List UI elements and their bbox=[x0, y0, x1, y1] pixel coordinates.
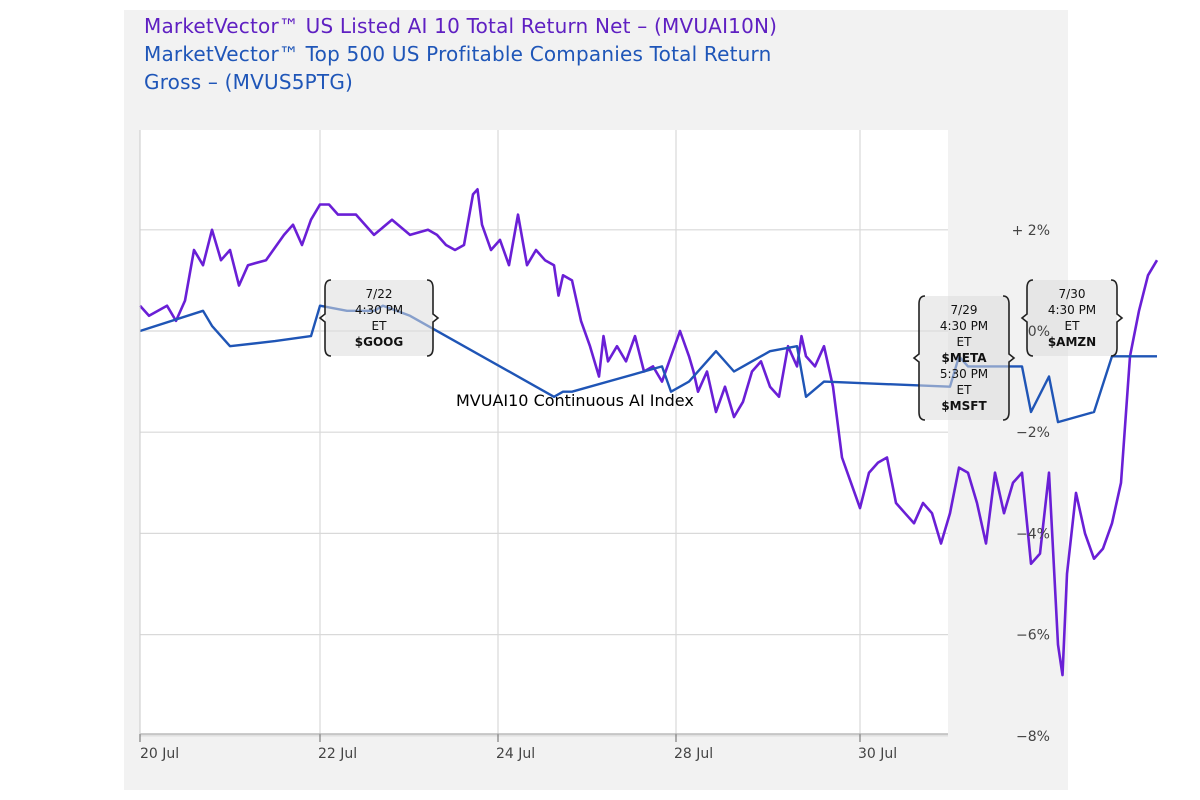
annotation-bracket-left bbox=[318, 279, 332, 357]
annotation-line: 4:30 PM bbox=[355, 303, 403, 317]
x-tick-label: 24 Jul bbox=[496, 746, 535, 762]
annotation-box bbox=[919, 296, 1009, 420]
annotation-line: ET bbox=[957, 335, 973, 349]
x-tick-label: 20 Jul bbox=[140, 746, 179, 762]
legend-line-series1: MarketVector™ US Listed AI 10 Total Retu… bbox=[144, 14, 778, 38]
annotation-line: 7/30 bbox=[1059, 287, 1086, 301]
overlay-index-label: MVUAI10 Continuous AI Index bbox=[456, 391, 694, 410]
annotation-line: $MSFT bbox=[941, 399, 987, 413]
y-tick-label: −8% bbox=[1016, 729, 1050, 745]
y-tick-label: 0% bbox=[1028, 324, 1050, 340]
x-tick-label: 22 Jul bbox=[318, 746, 357, 762]
series-line-mvus5ptg bbox=[139, 304, 1157, 424]
annotation-line: 4:30 PM bbox=[940, 319, 988, 333]
annotation-box bbox=[1027, 280, 1117, 356]
x-tick-label: 28 Jul bbox=[674, 746, 713, 762]
y-tick-label: + 2% bbox=[1012, 223, 1050, 239]
annotation-line: $GOOG bbox=[355, 335, 403, 349]
annotation-line: 7/29 bbox=[951, 303, 978, 317]
earnings-annotations: 7/22 4:30 PM ET $GOOG 7/29 4:30 PM ET $META 5:30… bbox=[318, 279, 1124, 421]
annotation-line: 7/22 bbox=[366, 287, 393, 301]
annotation-bracket-right bbox=[426, 279, 440, 357]
legend-line-series2-cont: Gross – (MVUS5PTG) bbox=[144, 70, 354, 94]
series-lines bbox=[139, 188, 1159, 677]
annotation-box bbox=[325, 280, 433, 356]
annotation-line: ET bbox=[372, 319, 388, 333]
annotation-line: 5:30 PM bbox=[940, 367, 988, 381]
y-tick-label: −2% bbox=[1016, 425, 1050, 441]
annotation-line: ET bbox=[1065, 319, 1081, 333]
annotation-line: $AMZN bbox=[1048, 335, 1096, 349]
annotation-line: 4:30 PM bbox=[1048, 303, 1096, 317]
x-tick-label: 30 Jul bbox=[858, 746, 897, 762]
annotation-line: $META bbox=[941, 351, 987, 365]
annotation-bracket-right bbox=[1110, 279, 1124, 357]
annotation-line: ET bbox=[957, 383, 973, 397]
annotation-bracket-left bbox=[912, 295, 926, 421]
y-tick-label: −6% bbox=[1016, 628, 1050, 644]
annotation-bracket-left bbox=[1020, 279, 1034, 357]
series-line-mvuai10n bbox=[139, 188, 1159, 677]
annotation-bracket-right bbox=[1002, 295, 1016, 421]
legend-line-series2: MarketVector™ Top 500 US Profitable Comp… bbox=[144, 42, 772, 66]
axes: + 2% 0% −2% −4% −6% −8% 20 Jul 22 Jul 24 Jul 28 J… bbox=[139, 130, 1050, 762]
y-tick-label: −4% bbox=[1016, 526, 1050, 542]
